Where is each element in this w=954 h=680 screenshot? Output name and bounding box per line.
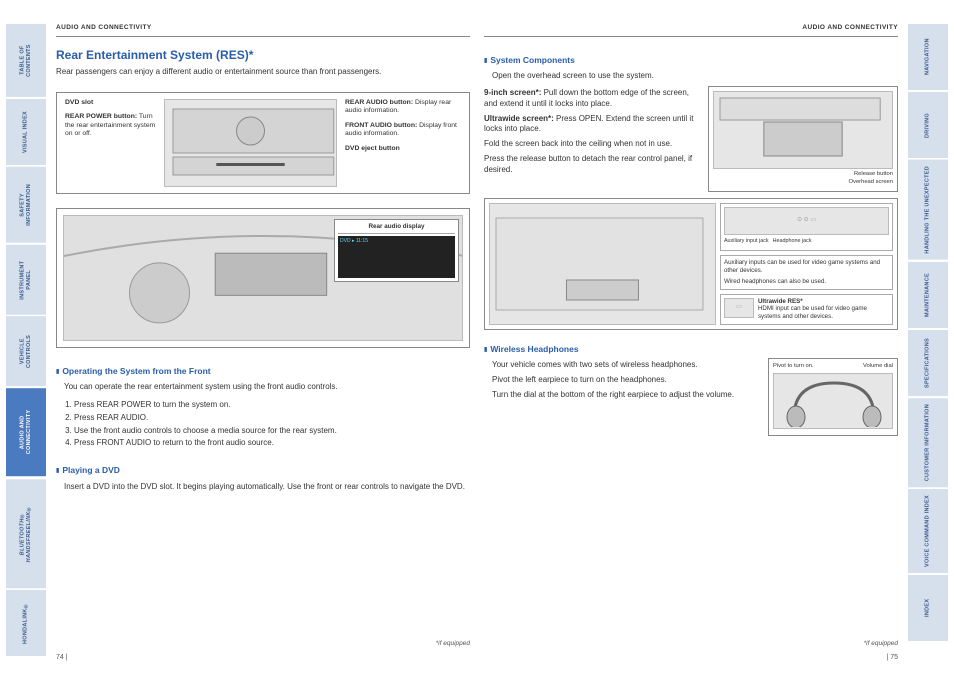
hdmi-illustration: ▭ [724, 298, 754, 318]
nav-tab[interactable]: MAINTENANCE [908, 262, 948, 328]
overhead-text-col: 9-inch screen*: Pull down the bottom edg… [484, 86, 700, 192]
left-tab-rail: TABLE OF CONTENTSVISUAL INDEXSAFETY INFO… [0, 0, 52, 680]
callout-col-left: DVD slot REAR POWER button: Turn the rea… [63, 99, 158, 187]
subhead-wireless: Wireless Headphones [484, 344, 898, 355]
nav-tab[interactable]: SPECIFICATIONS [908, 330, 948, 396]
page-right: AUDIO AND CONNECTIVITY System Components… [484, 24, 898, 662]
callout-label: FRONT AUDIO button: [345, 122, 417, 129]
right-tab-rail: NAVIGATIONDRIVINGHANDLING THE UNEXPECTED… [902, 0, 954, 680]
step-item: Press REAR POWER to turn the system on. [74, 400, 470, 411]
wireless-row: Your vehicle comes with two sets of wire… [484, 358, 898, 436]
footnote-right: *if equipped [484, 640, 898, 649]
callout-label: REAR AUDIO button: [345, 99, 413, 106]
overlay-title: Rear audio display [338, 223, 455, 235]
para-ultrawide: Ultrawide screen*: Press OPEN. Extend th… [484, 114, 700, 136]
wh-para-2: Pivot the left earpiece to turn on the h… [492, 375, 760, 386]
components-text: Open the overhead screen to use the syst… [492, 71, 898, 82]
page-number-left: 74 | [56, 653, 470, 662]
wh-para-3: Turn the dial at the bottom of the right… [492, 390, 760, 401]
figure-control-panel: DVD slot REAR POWER button: Turn the rea… [56, 92, 470, 194]
wh-para-1: Your vehicle comes with two sets of wire… [492, 360, 760, 371]
aux-cell-top: ⊙ ⊙ ▭ Auxiliary input jack Headphone jac… [720, 203, 893, 252]
callout-rear-power: REAR POWER button: Turn the rear enterta… [63, 113, 158, 138]
callout-dvd-slot: DVD slot [63, 99, 158, 107]
dvd-text: Insert a DVD into the DVD slot. It begin… [64, 482, 470, 493]
spread-container: TABLE OF CONTENTSVISUAL INDEXSAFETY INFO… [0, 0, 954, 680]
running-head-left: AUDIO AND CONNECTIVITY [56, 24, 470, 37]
label-overhead: Overhead screen [713, 179, 893, 187]
aux-input-label: Auxiliary input jack [724, 238, 769, 245]
headphones-illustration [773, 373, 893, 429]
nav-tab[interactable]: DRIVING [908, 92, 948, 158]
footnote-left: *if equipped [56, 640, 470, 649]
para-fold: Fold the screen back into the ceiling wh… [484, 139, 700, 150]
wireless-text-col: Your vehicle comes with two sets of wire… [484, 358, 760, 436]
nav-tab[interactable]: TABLE OF CONTENTS [6, 24, 46, 97]
hp-volume-label: Volume dial [863, 363, 893, 371]
nav-tab[interactable]: VOICE COMMAND INDEX [908, 489, 948, 573]
ultrawide-label: Ultrawide RES* [758, 298, 803, 305]
nav-tab[interactable]: SAFETY INFORMATION [6, 167, 46, 243]
overhead-labels: Release button [713, 171, 893, 179]
figure-aux-inputs: ⊙ ⊙ ▭ Auxiliary input jack Headphone jac… [484, 198, 898, 330]
hp-pivot-label: Pivot to turn on. [773, 363, 814, 371]
nav-tab[interactable]: INDEX [908, 575, 948, 641]
aux-labels: Auxiliary input jack Headphone jack [724, 238, 889, 245]
nav-tab[interactable]: BLUETOOTH® HANDSFREELINK® [6, 479, 46, 588]
aux-text-2: Wired headphones can also be used. [724, 278, 889, 286]
section-title: Rear Entertainment System (RES)* [56, 47, 470, 63]
operating-steps: Press REAR POWER to turn the system on. P… [74, 400, 470, 451]
aux-text-1: Auxiliary inputs can be used for video g… [724, 259, 889, 275]
panel-svg [165, 103, 336, 183]
step-item: Press FRONT AUDIO to return to the front… [74, 438, 470, 449]
nav-tab[interactable]: VEHICLE CONTROLS [6, 316, 46, 386]
page-number-right: | 75 [484, 653, 898, 662]
page-spread: AUDIO AND CONNECTIVITY Rear Entertainmen… [52, 0, 902, 680]
figure-headphones: Pivot to turn on. Volume dial [768, 358, 898, 436]
nav-tab[interactable]: INSTRUMENT PANEL [6, 245, 46, 315]
nav-tab[interactable]: AUDIO AND CONNECTIVITY [6, 388, 46, 476]
operating-text: You can operate the rear entertainment s… [64, 382, 470, 393]
callout-label: REAR POWER button: [65, 113, 137, 120]
aux-cell-text: Auxiliary inputs can be used for video g… [720, 255, 893, 289]
subhead-dvd: Playing a DVD [56, 465, 470, 476]
label-release: Release button [854, 171, 893, 179]
para-9inch: 9-inch screen*: Pull down the bottom edg… [484, 88, 700, 110]
para-label: Ultrawide screen*: [484, 114, 554, 123]
para-label: 9-inch screen*: [484, 88, 541, 97]
overhead-row: 9-inch screen*: Pull down the bottom edg… [484, 86, 898, 192]
step-item: Press REAR AUDIO. [74, 413, 470, 424]
figure-dashboard: Rear audio display DVD ▸ 11:15 [56, 208, 470, 348]
nav-tab[interactable]: CUSTOMER INFORMATION [908, 398, 948, 487]
nav-tab[interactable]: HONDALINK® [6, 590, 46, 656]
overhead-illustration [713, 91, 893, 169]
hp-label-row: Pivot to turn on. Volume dial [773, 363, 893, 371]
nav-tab[interactable]: VISUAL INDEX [6, 99, 46, 165]
ultrawide-cell: ▭ Ultrawide RES* HDMI input can be used … [720, 294, 893, 325]
callout-front-audio: FRONT AUDIO button: Display front audio … [343, 122, 463, 139]
vehicle-interior-illustration [489, 203, 716, 325]
callout-eject: DVD eject button [343, 145, 463, 153]
subhead-operating: Operating the System from the Front [56, 366, 470, 377]
headphone-jack-label: Headphone jack [773, 238, 812, 245]
para-release: Press the release button to detach the r… [484, 154, 700, 176]
nav-tab[interactable]: NAVIGATION [908, 24, 948, 90]
aux-jack-illustration: ⊙ ⊙ ▭ [724, 207, 889, 235]
running-head-right: AUDIO AND CONNECTIVITY [484, 24, 898, 37]
callout-label: DVD eject button [345, 145, 400, 152]
rear-audio-display-overlay: Rear audio display DVD ▸ 11:15 [334, 219, 459, 283]
nav-tab[interactable]: HANDLING THE UNEXPECTED [908, 160, 948, 260]
callout-label: DVD slot [65, 99, 93, 106]
callout-rear-audio: REAR AUDIO button: Display rear audio in… [343, 99, 463, 116]
intro-text: Rear passengers can enjoy a different au… [56, 67, 470, 78]
page-left: AUDIO AND CONNECTIVITY Rear Entertainmen… [56, 24, 470, 662]
overlay-screen: DVD ▸ 11:15 [338, 236, 455, 278]
aux-side-col: ⊙ ⊙ ▭ Auxiliary input jack Headphone jac… [720, 203, 893, 325]
callout-col-right: REAR AUDIO button: Display rear audio in… [343, 99, 463, 187]
figure-overhead-screen: Release button Overhead screen [708, 86, 898, 192]
step-item: Use the front audio controls to choose a… [74, 426, 470, 437]
subhead-components: System Components [484, 55, 898, 66]
control-panel-illustration [164, 99, 337, 187]
